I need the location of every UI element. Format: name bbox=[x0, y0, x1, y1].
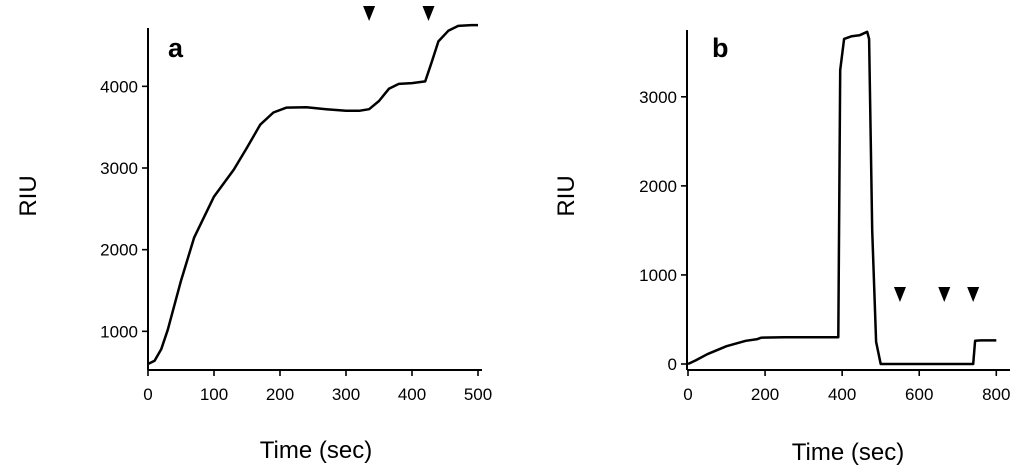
panel-b-event-marker bbox=[967, 287, 980, 302]
panel-a-label: a bbox=[168, 33, 184, 63]
panel-a-x-tick-label: 500 bbox=[464, 385, 492, 404]
panel-b-x-tick-label: 600 bbox=[905, 385, 933, 404]
panel-a-x-title: Time (sec) bbox=[260, 437, 372, 464]
panel-b-markers bbox=[893, 287, 980, 302]
panel-a-x-tick-label: 400 bbox=[398, 385, 426, 404]
panel-a-x-tick-label: 100 bbox=[200, 385, 228, 404]
panel-a-y-tick-label: 4000 bbox=[100, 77, 138, 96]
panel-b-y-ticks: 0 1000 2000 3000 bbox=[639, 88, 687, 374]
panel-b: b 0 1000 2000 3000 0 200 400 600 800 RIU Time (… bbox=[553, 30, 1010, 466]
panel-b-y-tick-label: 0 bbox=[668, 355, 677, 374]
panel-a-x-tick-label: 200 bbox=[266, 385, 294, 404]
panel-a-y-tick-label: 1000 bbox=[100, 322, 138, 341]
panel-b-x-tick-label: 800 bbox=[982, 385, 1010, 404]
panel-b-y-title: RIU bbox=[553, 175, 580, 216]
panel-a-series-line bbox=[147, 23, 478, 366]
panel-b-event-marker bbox=[893, 287, 906, 302]
panel-b-x-tick-label: 0 bbox=[683, 385, 692, 404]
panel-b-x-ticks: 0 200 400 600 800 bbox=[683, 370, 1010, 404]
panel-a-x-tick-label: 0 bbox=[143, 385, 152, 404]
panel-a-markers bbox=[363, 6, 435, 21]
panel-b-y-tick-label: 3000 bbox=[639, 88, 677, 107]
panel-a-event-marker bbox=[363, 6, 376, 21]
panel-b-y-tick-label: 2000 bbox=[639, 177, 677, 196]
panel-b-y-tick-label: 1000 bbox=[639, 266, 677, 285]
panel-b-series-line bbox=[687, 30, 997, 366]
panel-a-y-tick-label: 2000 bbox=[100, 241, 138, 260]
panel-a-x-ticks: 0 100 200 300 400 500 bbox=[143, 370, 492, 404]
panel-a-y-ticks: 1000 2000 3000 4000 bbox=[100, 77, 148, 341]
panel-a-y-tick-label: 3000 bbox=[100, 159, 138, 178]
panel-a-y-title: RIU bbox=[15, 175, 42, 216]
panel-a-x-tick-label: 300 bbox=[332, 385, 360, 404]
panel-b-x-tick-label: 400 bbox=[828, 385, 856, 404]
panel-a-event-marker bbox=[422, 6, 435, 21]
panel-b-x-title: Time (sec) bbox=[792, 439, 904, 466]
panel-b-x-tick-label: 200 bbox=[751, 385, 779, 404]
panel-b-event-marker bbox=[938, 287, 951, 302]
panel-b-label: b bbox=[712, 33, 729, 63]
